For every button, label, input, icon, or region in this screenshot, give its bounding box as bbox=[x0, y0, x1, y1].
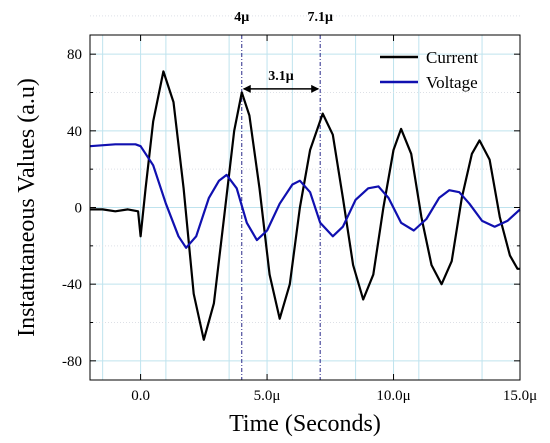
series-line-current bbox=[90, 70, 520, 341]
legend-label-voltage: Voltage bbox=[426, 73, 478, 92]
interval-arrowhead-left bbox=[242, 84, 251, 93]
grid bbox=[90, 15, 521, 380]
series-lines bbox=[89, 70, 521, 341]
y-tick-label: -80 bbox=[62, 354, 82, 370]
legend: Current Voltage bbox=[380, 48, 478, 92]
x-tick-label: 5.0μ bbox=[254, 388, 281, 404]
marker-label: 4μ bbox=[234, 10, 249, 25]
annotations: 4μ 7.1μ 3.1μ bbox=[234, 10, 333, 93]
legend-label-current: Current bbox=[426, 48, 478, 67]
x-tick-label: 15.0μ bbox=[503, 388, 537, 404]
x-tick-label: 0.0 bbox=[131, 388, 150, 404]
y-tick-label: 80 bbox=[67, 47, 82, 63]
interval-arrowhead-right bbox=[311, 84, 320, 93]
axis-ticks: 0.0 5.0μ 10.0μ 15.0μ -80 -40 0 40 80 bbox=[62, 35, 537, 404]
y-tick-label: -40 bbox=[62, 277, 82, 293]
interval-label: 3.1μ bbox=[268, 69, 294, 84]
x-tick-label: 10.0μ bbox=[376, 388, 410, 404]
y-axis-title: Instatntaneous Values (a.u) bbox=[14, 78, 40, 337]
marker-label: 7.1μ bbox=[307, 10, 333, 25]
x-axis-title: Time (Seconds) bbox=[229, 411, 381, 437]
series-line-voltage bbox=[89, 143, 521, 249]
y-tick-label: 0 bbox=[75, 201, 83, 217]
y-tick-label: 40 bbox=[67, 124, 82, 140]
